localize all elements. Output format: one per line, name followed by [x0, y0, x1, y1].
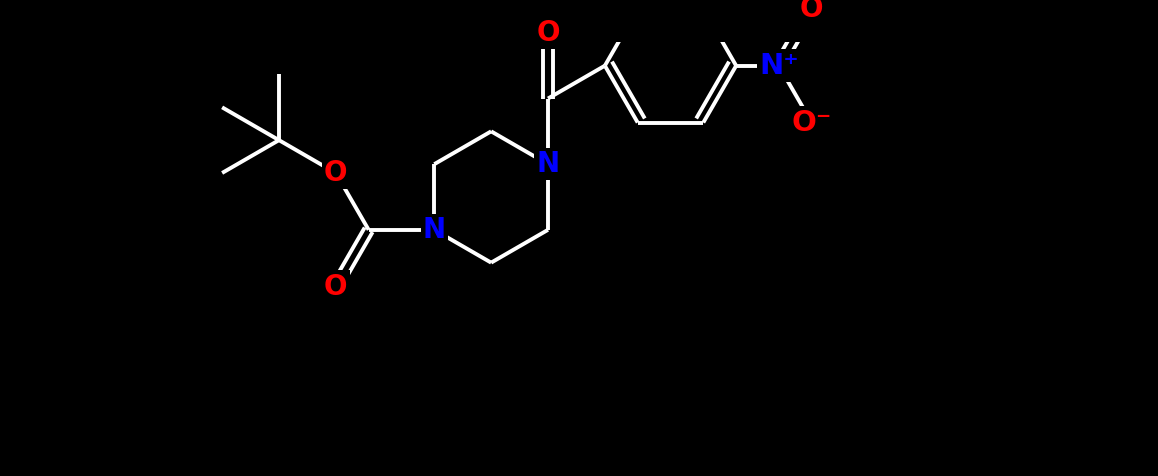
Text: O: O — [536, 19, 559, 47]
Text: N: N — [536, 150, 559, 178]
Text: O: O — [324, 273, 347, 301]
Text: N⁺: N⁺ — [758, 52, 799, 79]
Text: O⁻: O⁻ — [791, 109, 831, 137]
Text: N: N — [423, 216, 446, 244]
Text: O: O — [800, 0, 823, 23]
Text: O: O — [324, 159, 347, 187]
